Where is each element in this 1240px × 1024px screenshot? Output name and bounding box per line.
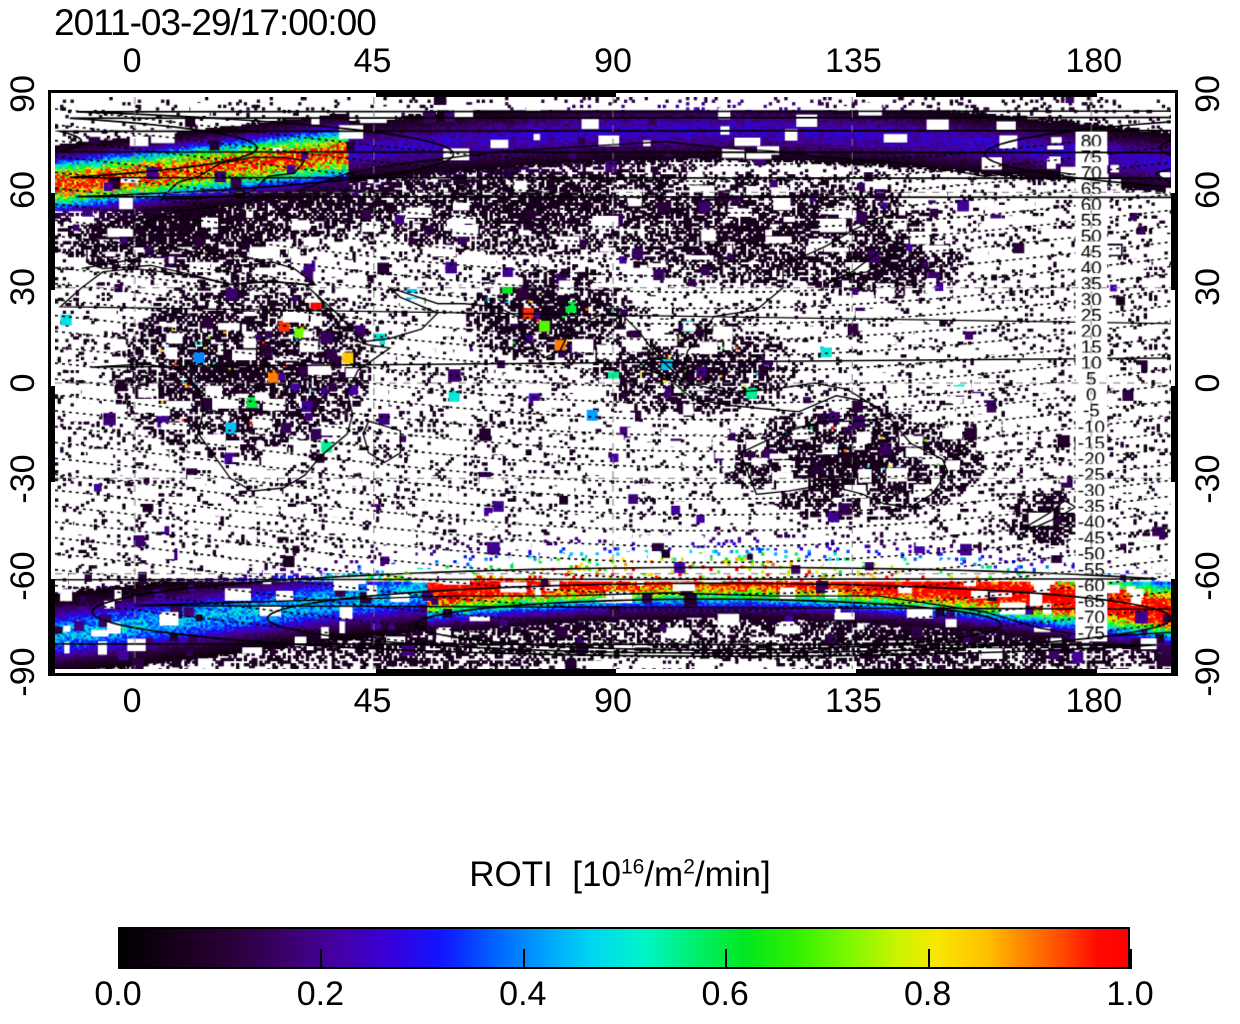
x-tick-top-135: 135 (825, 42, 882, 80)
y-tick-right-neg90: -90 (1189, 647, 1227, 697)
x-tick-bottom-135: 135 (825, 682, 882, 720)
x-tick-bottom-45: 45 (353, 682, 392, 720)
colorbar-tickmark (522, 949, 525, 969)
colorbar-tick-1.0: 1.0 (1106, 975, 1154, 1013)
figure-title: 2011-03-29/17:00:00 (54, 2, 377, 43)
colorbar-label: ROTI [1016/m2/min] (469, 855, 771, 894)
colorbar-tickmark (725, 949, 728, 969)
colorbar-tick-0.2: 0.2 (296, 975, 345, 1013)
y-tick-left-neg90: -90 (4, 647, 42, 697)
x-tick-bottom-90: 90 (594, 682, 632, 720)
y-tick-left-0: 0 (4, 373, 42, 393)
y-tick-left-neg30: -30 (4, 454, 42, 504)
colorbar-tickmark (927, 949, 930, 969)
x-tick-bottom-0: 0 (122, 682, 142, 720)
x-tick-top-45: 45 (353, 42, 392, 80)
x-tick-bottom-180: 180 (1065, 682, 1123, 720)
y-tick-left-neg60: -60 (4, 551, 42, 601)
y-tick-left-90: 90 (4, 75, 42, 113)
y-tick-right-60: 60 (1189, 171, 1227, 210)
colorbar-tickmark (1130, 949, 1132, 969)
colorbar-gradient (118, 927, 1130, 969)
colorbar-tick-0.0: 0.0 (94, 975, 142, 1013)
x-tick-top-0: 0 (122, 42, 142, 80)
roti-heatmap-canvas (55, 97, 1171, 669)
y-tick-right-30: 30 (1189, 267, 1227, 306)
y-tick-right-90: 90 (1189, 75, 1227, 113)
colorbar-block: ROTI [1016/m2/min] 0.0 0.2 0.4 0.6 0.8 1.0 (0, 855, 1240, 1024)
colorbar-tickmark (320, 949, 323, 969)
y-tick-left-30: 30 (4, 267, 42, 306)
map-plot-area (55, 97, 1171, 669)
colorbar-tickmark (118, 949, 120, 969)
colorbar-tick-0.4: 0.4 (499, 975, 547, 1013)
y-tick-right-neg30: -30 (1189, 454, 1227, 504)
y-tick-left-60: 60 (4, 171, 42, 210)
y-tick-right-neg60: -60 (1189, 551, 1227, 601)
y-tick-right-0: 0 (1189, 373, 1227, 393)
colorbar-tick-0.6: 0.6 (701, 975, 749, 1013)
x-tick-top-90: 90 (594, 42, 632, 80)
map-plot-frame (48, 90, 1178, 676)
x-tick-top-180: 180 (1065, 42, 1123, 80)
colorbar-tick-0.8: 0.8 (903, 975, 952, 1013)
